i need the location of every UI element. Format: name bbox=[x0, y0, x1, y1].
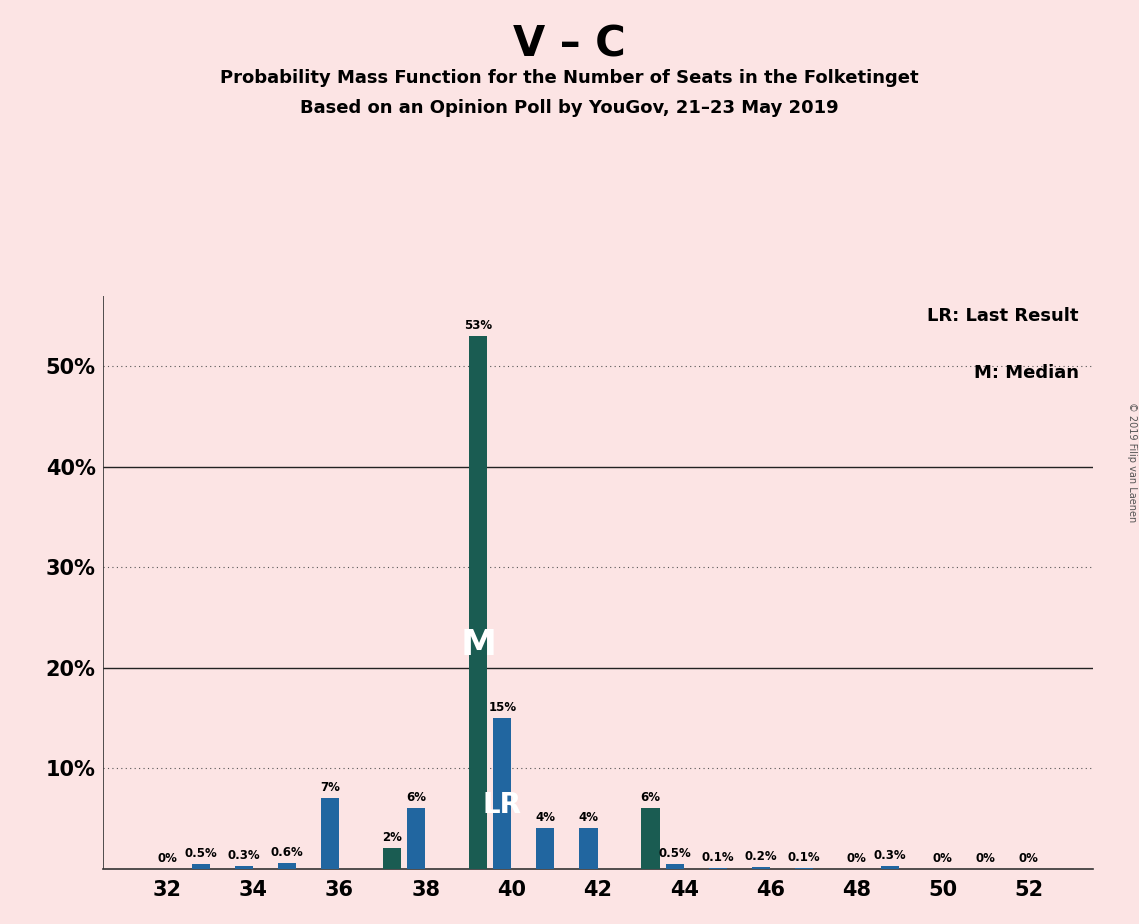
Text: 0.5%: 0.5% bbox=[658, 846, 691, 859]
Bar bbox=[641, 808, 659, 869]
Text: 15%: 15% bbox=[489, 700, 516, 713]
Bar bbox=[882, 866, 899, 869]
Text: © 2019 Filip van Laenen: © 2019 Filip van Laenen bbox=[1126, 402, 1137, 522]
Text: 7%: 7% bbox=[320, 781, 339, 795]
Text: Based on an Opinion Poll by YouGov, 21–23 May 2019: Based on an Opinion Poll by YouGov, 21–2… bbox=[301, 99, 838, 116]
Bar bbox=[235, 866, 253, 869]
Text: 53%: 53% bbox=[464, 319, 492, 332]
Text: V – C: V – C bbox=[514, 23, 625, 65]
Text: 0%: 0% bbox=[157, 852, 177, 865]
Text: LR: LR bbox=[483, 791, 522, 820]
Text: 0.6%: 0.6% bbox=[271, 845, 303, 858]
Text: 2%: 2% bbox=[382, 832, 402, 845]
Bar bbox=[580, 828, 598, 869]
Text: 0%: 0% bbox=[846, 852, 867, 865]
Text: 0.1%: 0.1% bbox=[787, 850, 820, 864]
Text: 0.2%: 0.2% bbox=[745, 849, 777, 862]
Text: 4%: 4% bbox=[579, 811, 598, 824]
Text: LR: Last Result: LR: Last Result bbox=[927, 307, 1079, 325]
Text: 0.1%: 0.1% bbox=[702, 850, 734, 864]
Bar bbox=[752, 867, 770, 869]
Text: 0.3%: 0.3% bbox=[228, 848, 260, 861]
Bar bbox=[321, 798, 339, 869]
Text: 4%: 4% bbox=[535, 811, 556, 824]
Text: M: Median: M: Median bbox=[974, 364, 1079, 383]
Text: 0%: 0% bbox=[976, 852, 995, 865]
Text: 0.3%: 0.3% bbox=[874, 848, 907, 861]
Bar bbox=[407, 808, 425, 869]
Bar bbox=[536, 828, 555, 869]
Bar bbox=[493, 718, 511, 869]
Text: 0.5%: 0.5% bbox=[185, 846, 218, 859]
Text: M: M bbox=[460, 627, 497, 662]
Text: Probability Mass Function for the Number of Seats in the Folketinget: Probability Mass Function for the Number… bbox=[220, 69, 919, 87]
Text: 6%: 6% bbox=[407, 791, 426, 804]
Bar bbox=[665, 864, 683, 869]
Bar bbox=[795, 868, 813, 869]
Bar bbox=[191, 864, 210, 869]
Text: 0%: 0% bbox=[933, 852, 952, 865]
Text: 6%: 6% bbox=[640, 791, 661, 804]
Bar bbox=[708, 868, 727, 869]
Bar bbox=[383, 848, 401, 869]
Bar bbox=[278, 862, 296, 869]
Bar bbox=[469, 336, 487, 869]
Text: 0%: 0% bbox=[1019, 852, 1039, 865]
